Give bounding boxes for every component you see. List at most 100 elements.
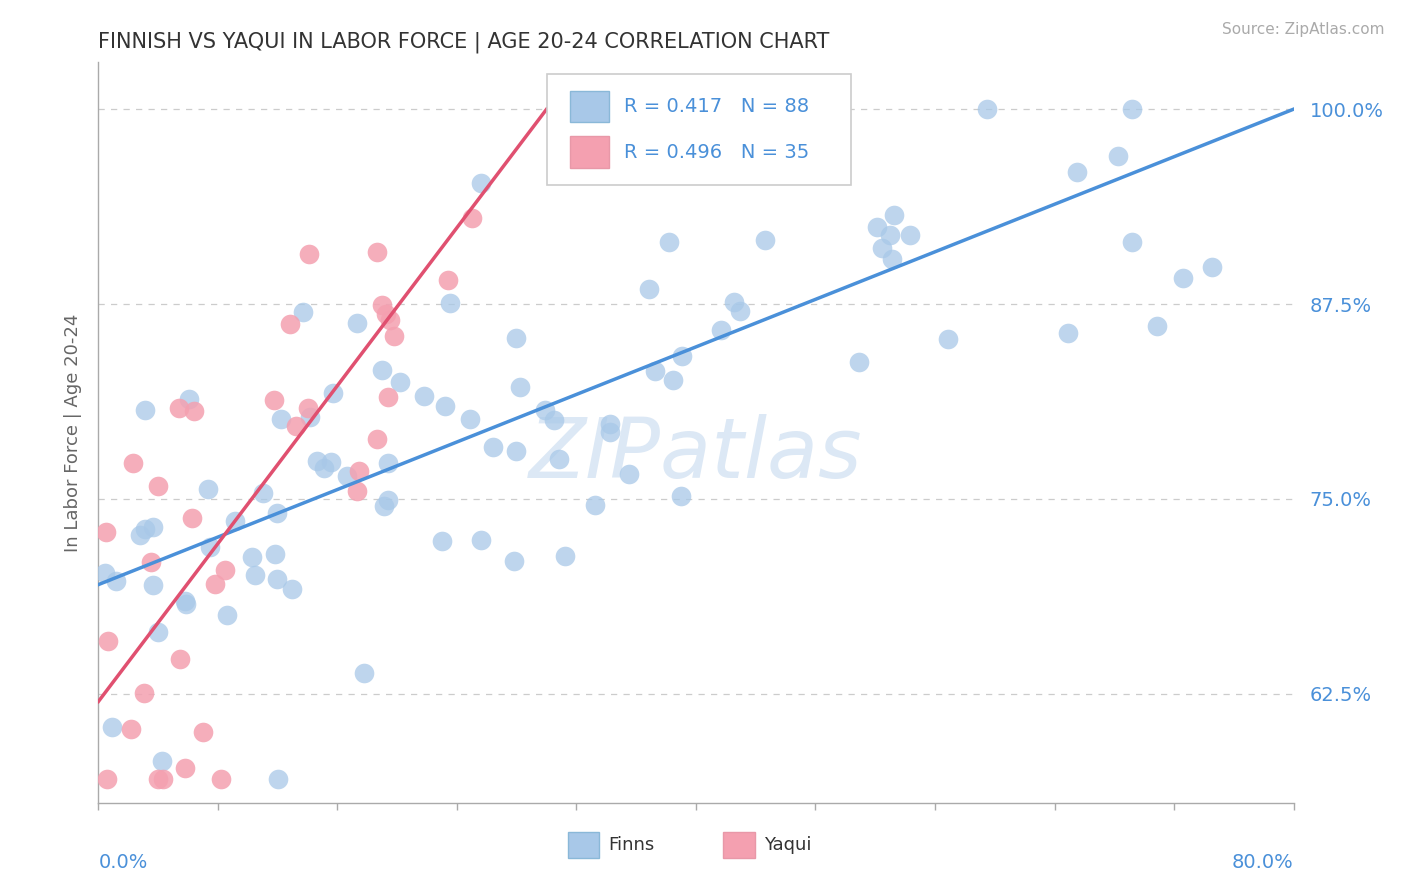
- Point: [554, 549, 576, 563]
- Point: [710, 323, 733, 337]
- Y-axis label: In Labor Force | Age 20-24: In Labor Force | Age 20-24: [63, 313, 82, 552]
- Point: [430, 534, 453, 549]
- Point: [470, 533, 492, 547]
- Point: [754, 233, 776, 247]
- Point: [183, 404, 205, 418]
- Point: [619, 467, 641, 481]
- Point: [96, 524, 118, 539]
- Point: [533, 402, 555, 417]
- Text: R = 0.417   N = 88: R = 0.417 N = 88: [624, 96, 810, 116]
- Point: [245, 567, 267, 582]
- Point: [173, 761, 195, 775]
- Point: [146, 772, 169, 787]
- Point: [214, 563, 236, 577]
- Point: [134, 523, 156, 537]
- Point: [152, 772, 174, 787]
- Point: [439, 295, 461, 310]
- Point: [1066, 165, 1088, 179]
- Point: [377, 457, 399, 471]
- Point: [132, 685, 155, 699]
- Point: [898, 228, 921, 243]
- Point: [509, 380, 531, 394]
- Point: [148, 479, 170, 493]
- Point: [728, 303, 751, 318]
- Point: [347, 464, 370, 478]
- Point: [297, 401, 319, 415]
- Point: [121, 456, 143, 470]
- Text: 80.0%: 80.0%: [1232, 854, 1294, 872]
- Point: [366, 244, 388, 259]
- Point: [142, 519, 165, 533]
- Point: [298, 410, 321, 425]
- Point: [375, 307, 398, 321]
- Point: [377, 492, 399, 507]
- Point: [346, 316, 368, 330]
- Point: [240, 549, 263, 564]
- Point: [581, 160, 603, 174]
- Point: [413, 388, 436, 402]
- Point: [174, 594, 197, 608]
- Point: [1146, 319, 1168, 334]
- Point: [671, 349, 693, 363]
- Text: Finns: Finns: [609, 836, 655, 854]
- Point: [142, 578, 165, 592]
- Point: [436, 273, 458, 287]
- Point: [371, 363, 394, 377]
- Point: [548, 451, 571, 466]
- Point: [167, 401, 190, 416]
- Point: [389, 375, 412, 389]
- Point: [505, 444, 527, 458]
- Point: [346, 483, 368, 498]
- Point: [503, 554, 526, 568]
- Point: [169, 652, 191, 666]
- FancyBboxPatch shape: [571, 136, 609, 168]
- Point: [270, 412, 292, 426]
- Point: [599, 417, 621, 431]
- Point: [434, 399, 457, 413]
- Point: [319, 455, 342, 469]
- Point: [865, 220, 887, 235]
- Point: [461, 211, 484, 225]
- Point: [322, 386, 344, 401]
- Point: [543, 412, 565, 426]
- Point: [96, 634, 118, 648]
- Text: ZIPatlas: ZIPatlas: [529, 414, 863, 495]
- Point: [139, 555, 162, 569]
- Point: [150, 754, 173, 768]
- Point: [120, 722, 142, 736]
- Point: [263, 392, 285, 407]
- Point: [1121, 102, 1143, 116]
- Point: [870, 241, 893, 255]
- Point: [1121, 235, 1143, 250]
- Point: [285, 419, 308, 434]
- Point: [197, 482, 219, 496]
- Point: [384, 329, 406, 343]
- Point: [848, 354, 870, 368]
- Point: [204, 577, 226, 591]
- Point: [883, 208, 905, 222]
- FancyBboxPatch shape: [724, 832, 755, 857]
- Point: [669, 490, 692, 504]
- Text: Yaqui: Yaqui: [763, 836, 811, 854]
- Point: [882, 252, 904, 266]
- FancyBboxPatch shape: [568, 832, 599, 857]
- Point: [658, 235, 681, 249]
- Point: [976, 102, 998, 116]
- FancyBboxPatch shape: [571, 91, 609, 121]
- Point: [209, 772, 232, 787]
- Point: [252, 486, 274, 500]
- Point: [505, 331, 527, 345]
- Point: [267, 772, 290, 786]
- Point: [104, 574, 127, 589]
- Point: [93, 566, 115, 581]
- Point: [96, 772, 118, 787]
- Point: [662, 373, 685, 387]
- Point: [179, 392, 201, 406]
- Point: [458, 412, 481, 426]
- Point: [146, 625, 169, 640]
- Point: [879, 227, 901, 242]
- Point: [217, 608, 239, 623]
- Point: [200, 541, 222, 555]
- Text: Source: ZipAtlas.com: Source: ZipAtlas.com: [1222, 22, 1385, 37]
- Point: [599, 425, 621, 439]
